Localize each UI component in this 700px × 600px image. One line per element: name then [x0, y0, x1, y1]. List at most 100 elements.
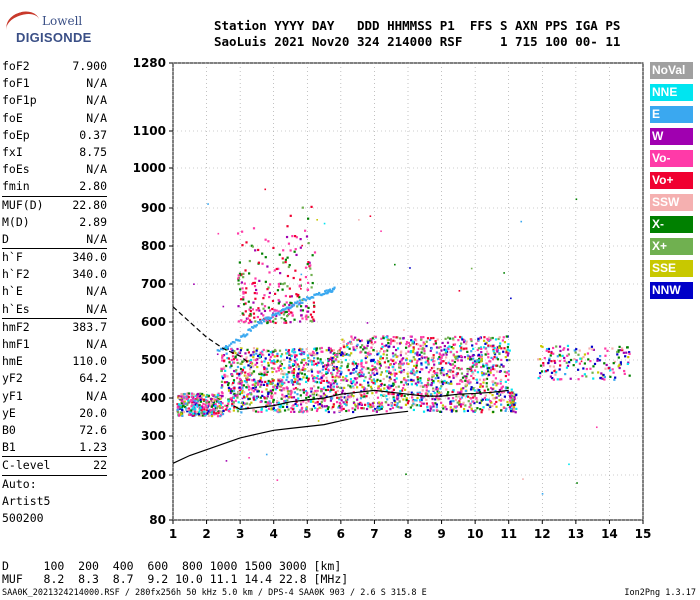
echo-point	[304, 299, 308, 302]
echo-point	[342, 345, 346, 348]
echo-point	[188, 408, 191, 411]
echo-point	[475, 400, 479, 404]
echo-point	[470, 267, 473, 270]
echo-point	[495, 400, 498, 404]
echo-point	[419, 377, 422, 380]
echo-point	[183, 398, 186, 401]
echo-point	[231, 341, 234, 344]
echo-point	[360, 339, 363, 342]
echo-point	[203, 408, 206, 411]
echo-point	[289, 389, 293, 392]
param-row: hmE 110.0	[2, 353, 107, 370]
echo-point	[287, 307, 290, 310]
echo-point	[280, 384, 284, 387]
echo-point	[463, 375, 466, 378]
echo-point	[409, 359, 412, 362]
echo-point	[253, 281, 256, 284]
echo-point	[363, 379, 366, 382]
echo-point	[238, 389, 241, 393]
echo-point	[252, 227, 256, 230]
echo-point	[228, 344, 231, 347]
echo-point	[248, 360, 251, 363]
echo-point	[407, 379, 410, 382]
echo-point	[393, 403, 396, 406]
echo-point	[357, 363, 360, 366]
echo-point	[389, 408, 392, 411]
echo-point	[479, 385, 482, 389]
echo-point	[352, 364, 355, 367]
echo-point	[242, 403, 245, 406]
echo-point	[372, 368, 375, 371]
echo-point	[196, 400, 199, 403]
echo-point	[178, 404, 181, 407]
echo-point	[252, 390, 255, 393]
echo-point	[273, 367, 276, 370]
echo-point	[364, 356, 367, 360]
echo-point	[309, 264, 312, 267]
echo-point	[426, 381, 429, 385]
echo-point	[627, 361, 630, 364]
echo-point	[387, 341, 390, 345]
echo-point	[512, 401, 515, 404]
echo-point	[240, 335, 243, 338]
echo-point	[273, 348, 277, 352]
echo-point	[399, 390, 402, 393]
echo-point	[252, 398, 256, 401]
echo-point	[429, 369, 432, 372]
echo-point	[500, 358, 503, 362]
echo-point	[336, 371, 339, 375]
echo-point	[447, 347, 450, 351]
echo-point	[509, 410, 513, 413]
echo-point	[184, 405, 187, 409]
echo-point	[366, 381, 370, 384]
echo-point	[419, 344, 422, 347]
echo-point	[372, 358, 375, 361]
echo-point	[439, 353, 442, 356]
echo-point	[395, 372, 398, 375]
echo-point	[583, 353, 587, 356]
echo-point	[320, 376, 323, 379]
x-tick-label: 2	[202, 527, 210, 541]
echo-point	[180, 412, 183, 415]
echo-point	[248, 368, 252, 371]
echo-point	[439, 362, 442, 365]
echo-point	[320, 372, 323, 375]
echo-point	[342, 401, 345, 404]
echo-point	[393, 340, 396, 343]
echo-point	[409, 335, 412, 338]
echo-point	[371, 364, 374, 368]
echo-point	[291, 235, 294, 238]
echo-point	[370, 380, 374, 383]
echo-point	[363, 388, 366, 391]
echo-point	[309, 319, 312, 323]
echo-point	[422, 341, 425, 344]
echo-point	[230, 342, 233, 345]
echo-point	[343, 402, 346, 406]
echo-point	[553, 370, 556, 373]
echo-point	[255, 309, 258, 312]
echo-point	[490, 356, 493, 360]
echo-point	[386, 385, 389, 388]
echo-point	[218, 349, 221, 352]
echo-point	[332, 403, 335, 406]
echo-point	[315, 293, 318, 296]
echo-point	[455, 405, 459, 408]
echo-point	[290, 379, 293, 382]
echo-point	[290, 396, 293, 399]
echo-point	[325, 365, 328, 369]
echo-point	[318, 406, 321, 409]
echo-point	[289, 311, 292, 314]
echo-point	[236, 347, 239, 351]
echo-point	[309, 408, 312, 411]
param-value: N/A	[86, 284, 107, 299]
echo-point	[359, 351, 362, 354]
echo-point	[307, 379, 310, 382]
echo-point	[344, 358, 347, 362]
echo-point	[276, 352, 279, 355]
echo-point	[278, 313, 281, 316]
echo-point	[251, 308, 255, 311]
echo-point	[279, 310, 282, 313]
echo-point	[467, 381, 470, 384]
echo-point	[308, 352, 311, 355]
echo-point	[274, 362, 277, 365]
